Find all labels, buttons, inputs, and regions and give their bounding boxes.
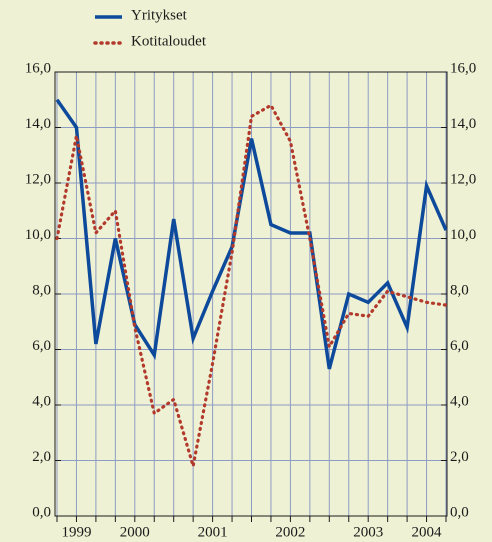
y-tick-label: 16,0 <box>25 60 51 76</box>
y-tick-label: 14,0 <box>25 116 51 132</box>
plot-frame <box>54 71 448 517</box>
legend-label: Yritykset <box>131 7 188 23</box>
y2-tick-label: 4,0 <box>450 393 469 409</box>
y2-tick-label: 8,0 <box>450 282 469 298</box>
y-tick-label: 6,0 <box>32 338 51 354</box>
y2-tick-label: 2,0 <box>450 449 469 465</box>
x-tick-label: 1999 <box>61 524 91 540</box>
y2-tick-label: 12,0 <box>450 171 476 187</box>
y2-tick-label: 14,0 <box>450 116 476 132</box>
x-tick-label: 2004 <box>412 524 443 540</box>
x-tick-label: 2000 <box>120 524 150 540</box>
y-tick-label: 12,0 <box>25 171 51 187</box>
x-tick-label: 2001 <box>198 524 228 540</box>
x-tick-label: 2002 <box>275 524 305 540</box>
x-tick-label: 2003 <box>353 524 383 540</box>
legend-label: Kotitaloudet <box>131 33 207 49</box>
y-tick-label: 8,0 <box>32 282 51 298</box>
series-line <box>55 103 448 467</box>
y-tick-label: 0,0 <box>32 504 51 520</box>
y-tick-label: 10,0 <box>25 227 51 243</box>
series-line <box>55 98 448 370</box>
y-tick-label: 4,0 <box>32 393 51 409</box>
y2-tick-label: 16,0 <box>450 60 476 76</box>
y2-tick-label: 6,0 <box>450 338 469 354</box>
y-tick-label: 2,0 <box>32 449 51 465</box>
y2-tick-label: 0,0 <box>450 504 469 520</box>
y2-tick-label: 10,0 <box>450 227 476 243</box>
